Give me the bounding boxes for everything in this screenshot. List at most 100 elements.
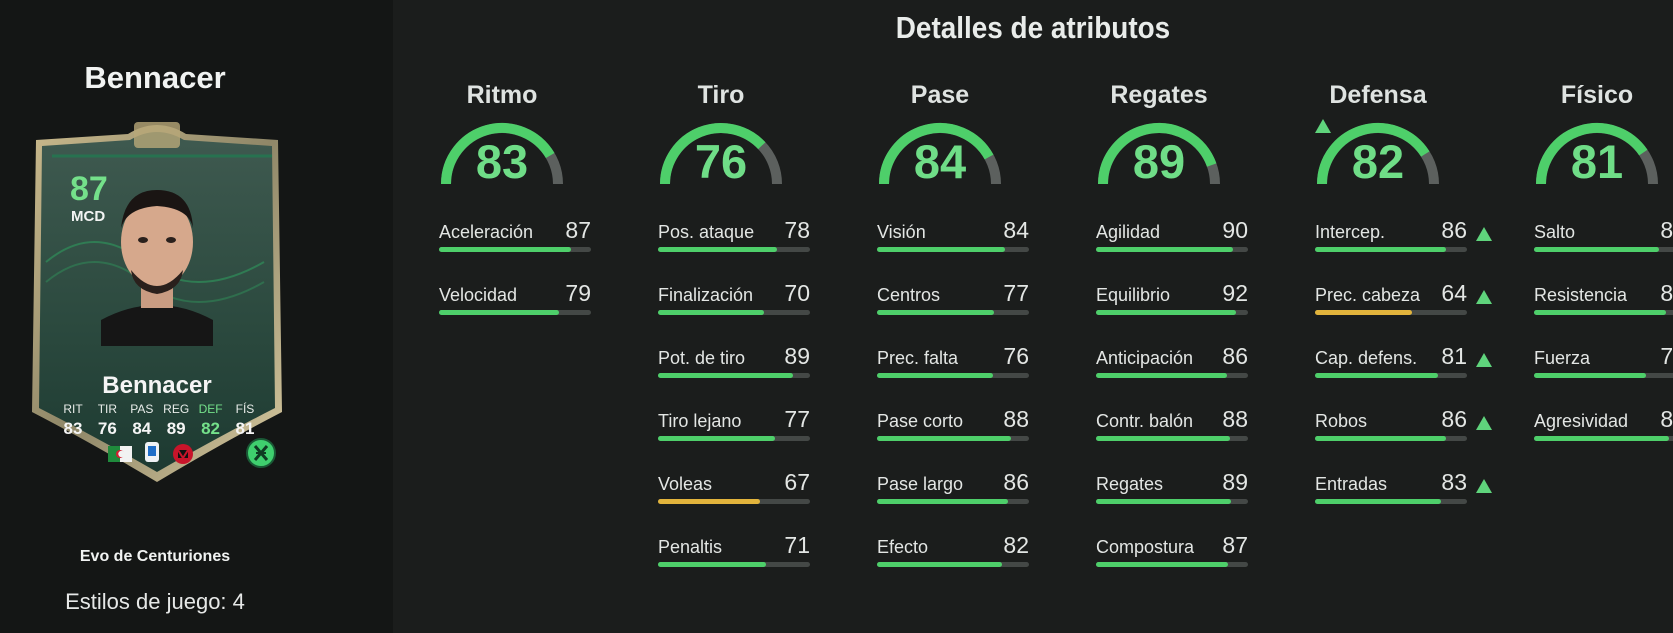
card-stat-value: 82 (201, 419, 221, 438)
attribute-row: Pot. de tiro 89 (658, 342, 834, 382)
group-rating: 82 (1351, 135, 1405, 188)
card-stat-label: FÍS (235, 402, 255, 416)
attribute-value: 86 (1441, 217, 1467, 243)
nation-flag-icon (108, 446, 132, 462)
attribute-row: Entradas 83 (1315, 468, 1492, 508)
card-stat: RIT 83 (59, 402, 87, 439)
attribute-row: Intercep. 86 (1315, 216, 1492, 256)
attribute-bar-track (658, 373, 810, 378)
attribute-value: 89 (1660, 406, 1673, 432)
gauge-fill (441, 123, 555, 185)
attribute-group-regates: Regates 89 Agilidad 90 Equilibrio 92 Anticipac… (1080, 78, 1248, 567)
attribute-row: Agilidad 90 (1096, 216, 1272, 256)
gauge-arc (1317, 123, 1439, 185)
card-stat: PAS 84 (128, 402, 156, 439)
attribute-bar-fill (1534, 373, 1647, 378)
league-logo-icon (145, 442, 159, 462)
attribute-label: Voleas (658, 474, 713, 494)
attribute-bar-track (658, 499, 810, 504)
attribute-label: Robos (1315, 411, 1368, 431)
group-title: Ritmo (466, 81, 538, 109)
attribute-label: Regates (1096, 474, 1164, 494)
attribute-row: Equilibrio 92 (1096, 279, 1272, 319)
attribute-label: Visión (877, 222, 926, 242)
attribute-value: 87 (565, 217, 591, 243)
gauge-fill (1536, 123, 1648, 185)
gauge-fill (1098, 123, 1217, 185)
gauge-arc (879, 123, 1001, 185)
attribute-value: 83 (1441, 469, 1467, 495)
attribute-bar-fill (1534, 247, 1659, 252)
attribute-bar-fill (658, 310, 765, 315)
attribute-group-pase: Pase 84 Visión 84 Centros 77 Prec. falta 76 Pase… (861, 78, 1029, 567)
card-stat: TIR 76 (93, 402, 121, 439)
attribute-row: Agresividad 89 (1534, 405, 1673, 445)
attribute-row: Visión 84 (877, 216, 1053, 256)
upgrade-arrow-icon (1476, 479, 1492, 493)
player-card[interactable]: 87 MCD Bennacer RIT 83 TIR 76 PAS 84 REG 89 DEF 8… (24, 112, 290, 488)
attribute-row: Regates 89 (1096, 468, 1272, 508)
attribute-label: Cap. defens. (1315, 348, 1418, 368)
attribute-value: 77 (784, 406, 810, 432)
attribute-bar-fill (877, 562, 1002, 567)
attribute-bar-fill (1096, 499, 1232, 504)
card-stat: FÍS 81 (231, 402, 259, 439)
attribute-bar-track (1534, 436, 1673, 441)
card-stat: REG 89 (162, 402, 190, 439)
attribute-label: Pase corto (877, 411, 964, 431)
attribute-bar-track (1096, 562, 1248, 567)
gauge-fill (879, 123, 994, 185)
attribute-row: Finalización 70 (658, 279, 834, 319)
attribute-bar-fill (1534, 310, 1667, 315)
attribute-bar-fill (1096, 436, 1230, 441)
card-stats: RIT 83 TIR 76 PAS 84 REG 89 DEF 82 FÍS 81 (59, 402, 259, 439)
attribute-row: Cap. defens. 81 (1315, 342, 1492, 382)
group-title: Tiro (697, 81, 745, 109)
upgrade-arrow-icon (1476, 353, 1492, 367)
attribute-bar-track (1096, 436, 1248, 441)
attribute-group-tiro: Tiro 76 Pos. ataque 78 Finalización 70 Pot. de… (642, 78, 810, 567)
attribute-value: 64 (1441, 280, 1467, 306)
page-title: Detalles de atributos (895, 10, 1171, 45)
attribute-row: Prec. falta 76 (877, 342, 1053, 382)
upgrade-arrow-icon (1476, 227, 1492, 241)
gauge-fill (660, 123, 766, 185)
attribute-bar-track (877, 499, 1029, 504)
attribute-label: Intercep. (1315, 222, 1386, 242)
attribute-bar-fill (1315, 310, 1413, 315)
attribute-label: Compostura (1096, 537, 1195, 557)
attribute-bar-track (1096, 373, 1248, 378)
card-stat-value: 89 (166, 419, 186, 438)
attribute-bar-fill (877, 247, 1005, 252)
attribute-value: 92 (1222, 280, 1248, 306)
attribute-value: 70 (784, 280, 810, 306)
attribute-group-defensa: Defensa 82 Intercep. 86 Prec. cabeza 64 Cap. d… (1299, 78, 1492, 504)
card-stat-label: PAS (130, 402, 154, 416)
attribute-bar-track (1315, 373, 1467, 378)
card-stat-value: 81 (235, 419, 255, 438)
attribute-value: 86 (1441, 406, 1467, 432)
attribute-value: 82 (1660, 217, 1673, 243)
attribute-value: 88 (1222, 406, 1248, 432)
attribute-label: Fuerza (1534, 348, 1591, 368)
attribute-bar-track (1534, 310, 1673, 315)
attribute-bar-track (1096, 310, 1248, 315)
attribute-label: Agresividad (1534, 411, 1629, 431)
attribute-bar-fill (658, 436, 776, 441)
attribute-value: 74 (1660, 343, 1673, 369)
attribute-bar-fill (1315, 373, 1439, 378)
gauge: 84 (861, 116, 1019, 198)
attribute-group-físico: Físico 81 Salto 82 Resistencia 87 Fuerza 74 Agre… (1518, 78, 1673, 441)
attribute-label: Salto (1534, 222, 1576, 242)
attribute-row: Resistencia 87 (1534, 279, 1673, 319)
attribute-bar-track (439, 247, 591, 252)
attribute-label: Entradas (1315, 474, 1388, 494)
attribute-bar-fill (1096, 310, 1236, 315)
attribute-bar-fill (877, 310, 995, 315)
attribute-label: Resistencia (1534, 285, 1628, 305)
card-stat-value: 83 (63, 419, 83, 438)
attribute-value: 87 (1222, 532, 1248, 558)
attribute-row: Pos. ataque 78 (658, 216, 834, 256)
card-stat-label: RIT (63, 402, 83, 416)
card-stat-value: 76 (97, 419, 117, 438)
